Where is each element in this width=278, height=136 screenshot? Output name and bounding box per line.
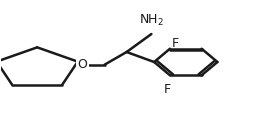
Text: O: O [78, 58, 88, 71]
Text: F: F [164, 83, 171, 96]
Text: NH$_2$: NH$_2$ [139, 13, 164, 28]
Text: F: F [171, 37, 178, 50]
